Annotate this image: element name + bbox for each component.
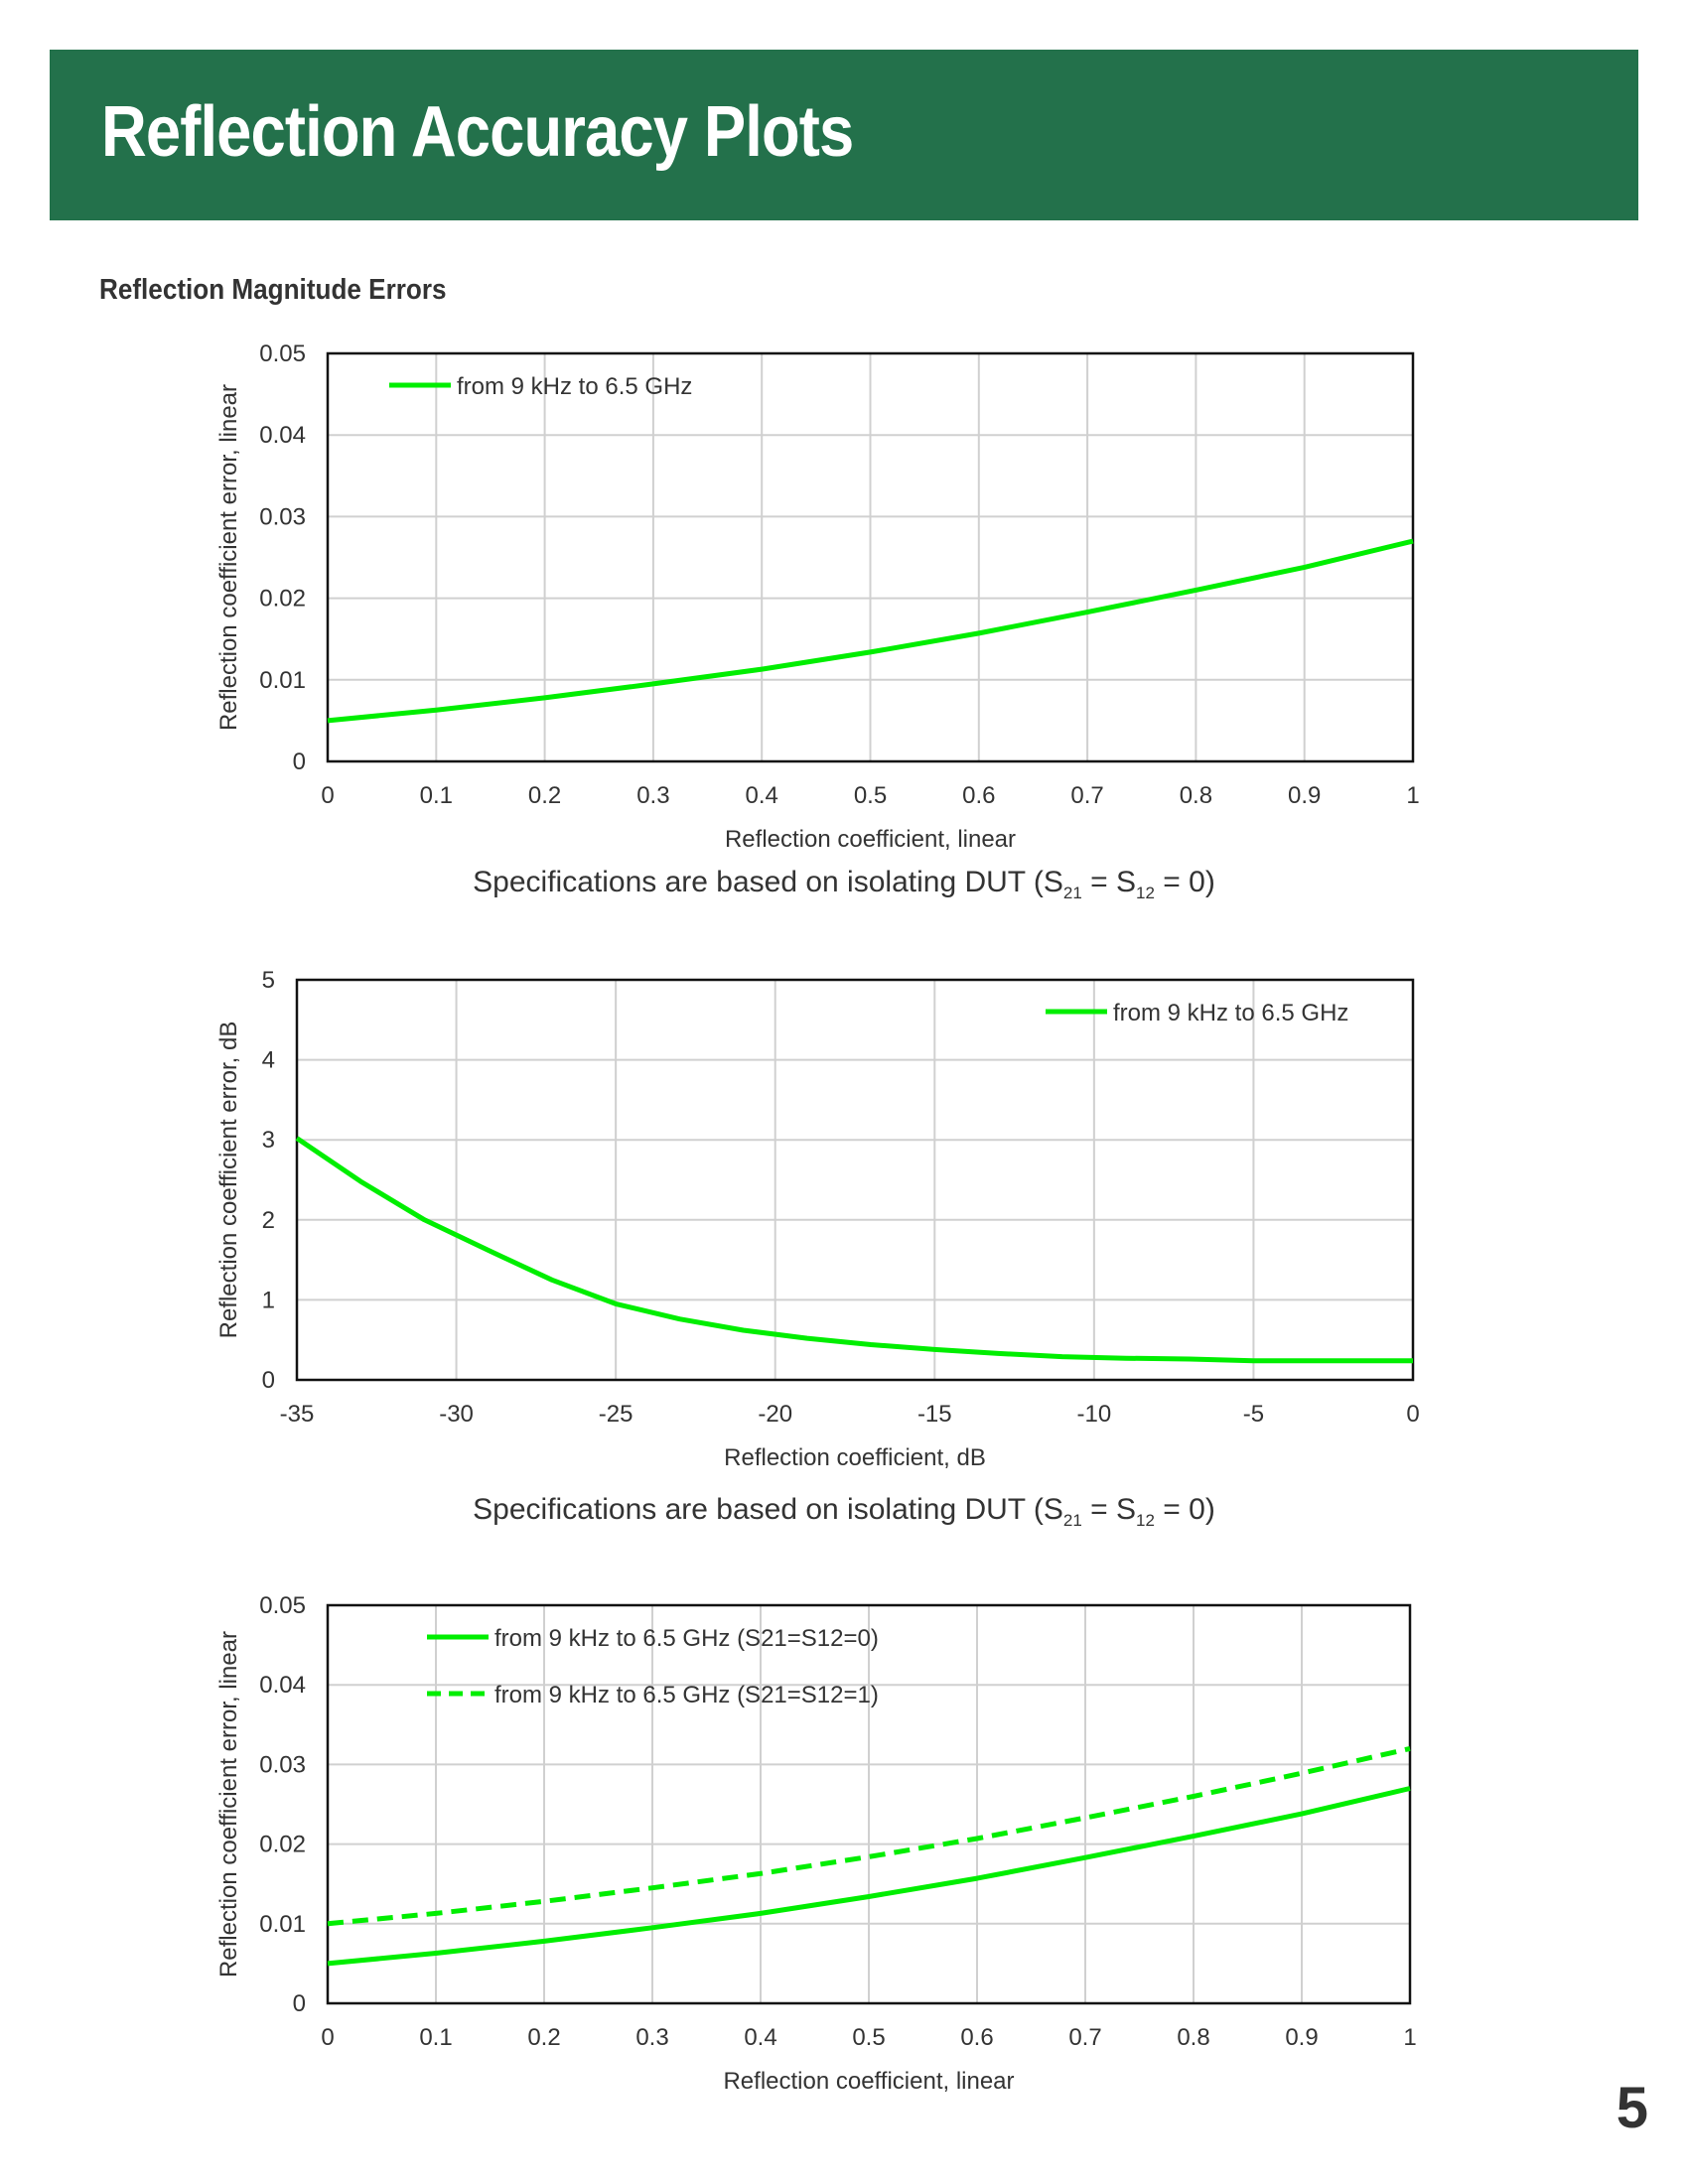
section-heading: Reflection Magnitude Errors bbox=[99, 274, 447, 306]
x-tick-label: 0.1 bbox=[419, 2024, 452, 2051]
x-tick-label: -20 bbox=[758, 1401, 792, 1428]
x-tick-label: 0.4 bbox=[744, 2024, 776, 2051]
y-tick-label: 0.03 bbox=[259, 1751, 306, 1778]
y-tick-label: 2 bbox=[262, 1207, 275, 1234]
title-banner: Reflection Accuracy Plots bbox=[50, 50, 1638, 220]
y-axis-label: Reflection coefficient error, linear bbox=[215, 1631, 242, 1978]
x-tick-label: 0.9 bbox=[1288, 782, 1321, 809]
x-tick-label: -10 bbox=[1077, 1401, 1112, 1428]
y-tick-label: 0.05 bbox=[259, 1592, 306, 1619]
x-tick-label: 0.7 bbox=[1070, 782, 1103, 809]
x-tick-label: 0.8 bbox=[1177, 2024, 1209, 2051]
x-axis-label: Reflection coefficient, linear bbox=[725, 826, 1016, 853]
x-tick-label: -35 bbox=[280, 1401, 315, 1428]
plot-frame bbox=[295, 978, 1415, 1382]
y-axis-label: Reflection coefficient error, dB bbox=[215, 1022, 242, 1339]
x-tick-label: 0.4 bbox=[746, 782, 778, 809]
x-tick-label: -25 bbox=[599, 1401, 633, 1428]
page-number: 5 bbox=[1616, 2076, 1648, 2140]
x-tick-label: 1 bbox=[1403, 2024, 1416, 2051]
y-tick-label: 0.02 bbox=[259, 1832, 306, 1858]
x-axis-label: Reflection coefficient, dB bbox=[724, 1444, 986, 1471]
y-tick-label: 5 bbox=[262, 967, 275, 994]
legend-label: from 9 kHz to 6.5 GHz (S21=S12=1) bbox=[494, 1682, 879, 1708]
y-tick-label: 4 bbox=[262, 1047, 275, 1074]
x-tick-label: 0.5 bbox=[854, 782, 887, 809]
x-tick-label: 0.1 bbox=[420, 782, 453, 809]
y-tick-label: 0 bbox=[262, 1367, 275, 1394]
x-tick-label: 0.7 bbox=[1068, 2024, 1101, 2051]
x-tick-label: -30 bbox=[439, 1401, 474, 1428]
x-tick-label: 0 bbox=[321, 782, 334, 809]
x-tick-label: 0.5 bbox=[852, 2024, 885, 2051]
x-tick-label: 0 bbox=[1406, 1401, 1419, 1428]
y-tick-label: 0.04 bbox=[259, 422, 306, 449]
spec-note-1: Specifications are based on isolating DU… bbox=[473, 866, 1215, 902]
x-tick-label: 0.8 bbox=[1180, 782, 1212, 809]
y-tick-label: 1 bbox=[262, 1287, 275, 1313]
page-title: Reflection Accuracy Plots bbox=[101, 92, 854, 172]
legend-label: from 9 kHz to 6.5 GHz bbox=[1113, 1000, 1348, 1026]
y-tick-label: 0.04 bbox=[259, 1672, 306, 1699]
x-tick-label: 1 bbox=[1406, 782, 1419, 809]
x-tick-label: -15 bbox=[917, 1401, 952, 1428]
y-tick-label: 0.01 bbox=[259, 1911, 306, 1938]
x-tick-label: 0.3 bbox=[636, 782, 669, 809]
plot-frame bbox=[326, 351, 1415, 763]
x-tick-label: 0.6 bbox=[962, 782, 995, 809]
y-axis-label: Reflection coefficient error, linear bbox=[215, 384, 242, 731]
x-tick-label: 0.2 bbox=[527, 2024, 560, 2051]
x-tick-label: 0 bbox=[321, 2024, 334, 2051]
plot-frame bbox=[326, 1603, 1412, 2005]
series-line bbox=[327, 1745, 1411, 1927]
y-tick-label: 0.03 bbox=[259, 503, 306, 530]
y-tick-label: 3 bbox=[262, 1127, 275, 1154]
legend-label: from 9 kHz to 6.5 GHz (S21=S12=0) bbox=[494, 1625, 879, 1652]
series-line bbox=[295, 1136, 1413, 1364]
y-tick-label: 0.05 bbox=[259, 341, 306, 367]
spec-note-2: Specifications are based on isolating DU… bbox=[473, 1493, 1215, 1530]
x-tick-label: 0.2 bbox=[528, 782, 561, 809]
x-tick-label: 0.9 bbox=[1285, 2024, 1318, 2051]
series-line bbox=[327, 538, 1414, 724]
y-tick-label: 0.02 bbox=[259, 586, 306, 613]
y-tick-label: 0.01 bbox=[259, 667, 306, 694]
legend-label: from 9 kHz to 6.5 GHz bbox=[457, 373, 692, 400]
x-axis-label: Reflection coefficient, linear bbox=[723, 2068, 1014, 2095]
y-tick-label: 0 bbox=[293, 749, 306, 775]
series-line bbox=[327, 1786, 1411, 1967]
y-tick-label: 0 bbox=[293, 1990, 306, 2017]
x-tick-label: -5 bbox=[1243, 1401, 1264, 1428]
x-tick-label: 0.6 bbox=[960, 2024, 993, 2051]
x-tick-label: 0.3 bbox=[635, 2024, 668, 2051]
